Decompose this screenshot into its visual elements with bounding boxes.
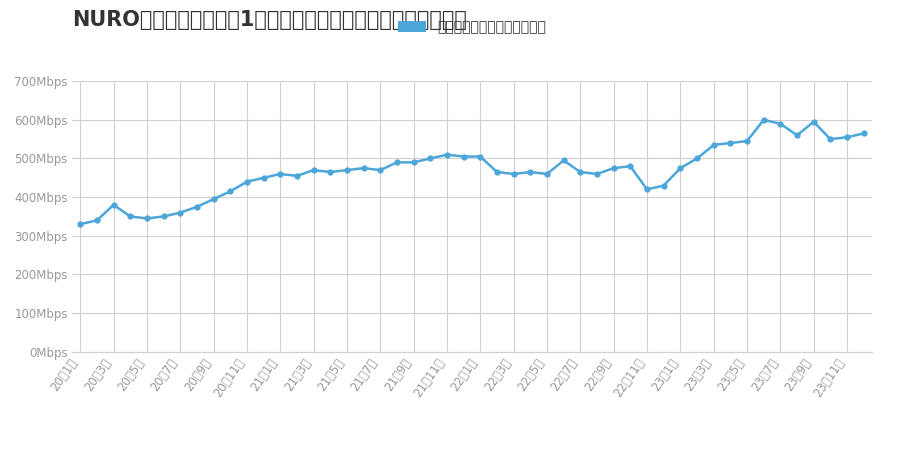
Legend: 平均ダウンロード速度の推移: 平均ダウンロード速度の推移: [398, 20, 546, 34]
Text: NURO光の夜の時間帯の1ヶ月ごとの平均ダウンロード速度推移: NURO光の夜の時間帯の1ヶ月ごとの平均ダウンロード速度推移: [72, 9, 467, 30]
